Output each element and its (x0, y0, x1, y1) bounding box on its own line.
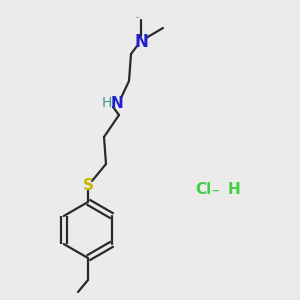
Text: H: H (102, 96, 112, 110)
Text: N: N (134, 33, 148, 51)
Text: Cl: Cl (195, 182, 211, 197)
Text: N: N (111, 95, 123, 110)
Text: H: H (228, 182, 241, 197)
Text: –: – (211, 182, 219, 197)
Text: methyl: methyl (136, 17, 140, 18)
Text: S: S (82, 178, 94, 194)
